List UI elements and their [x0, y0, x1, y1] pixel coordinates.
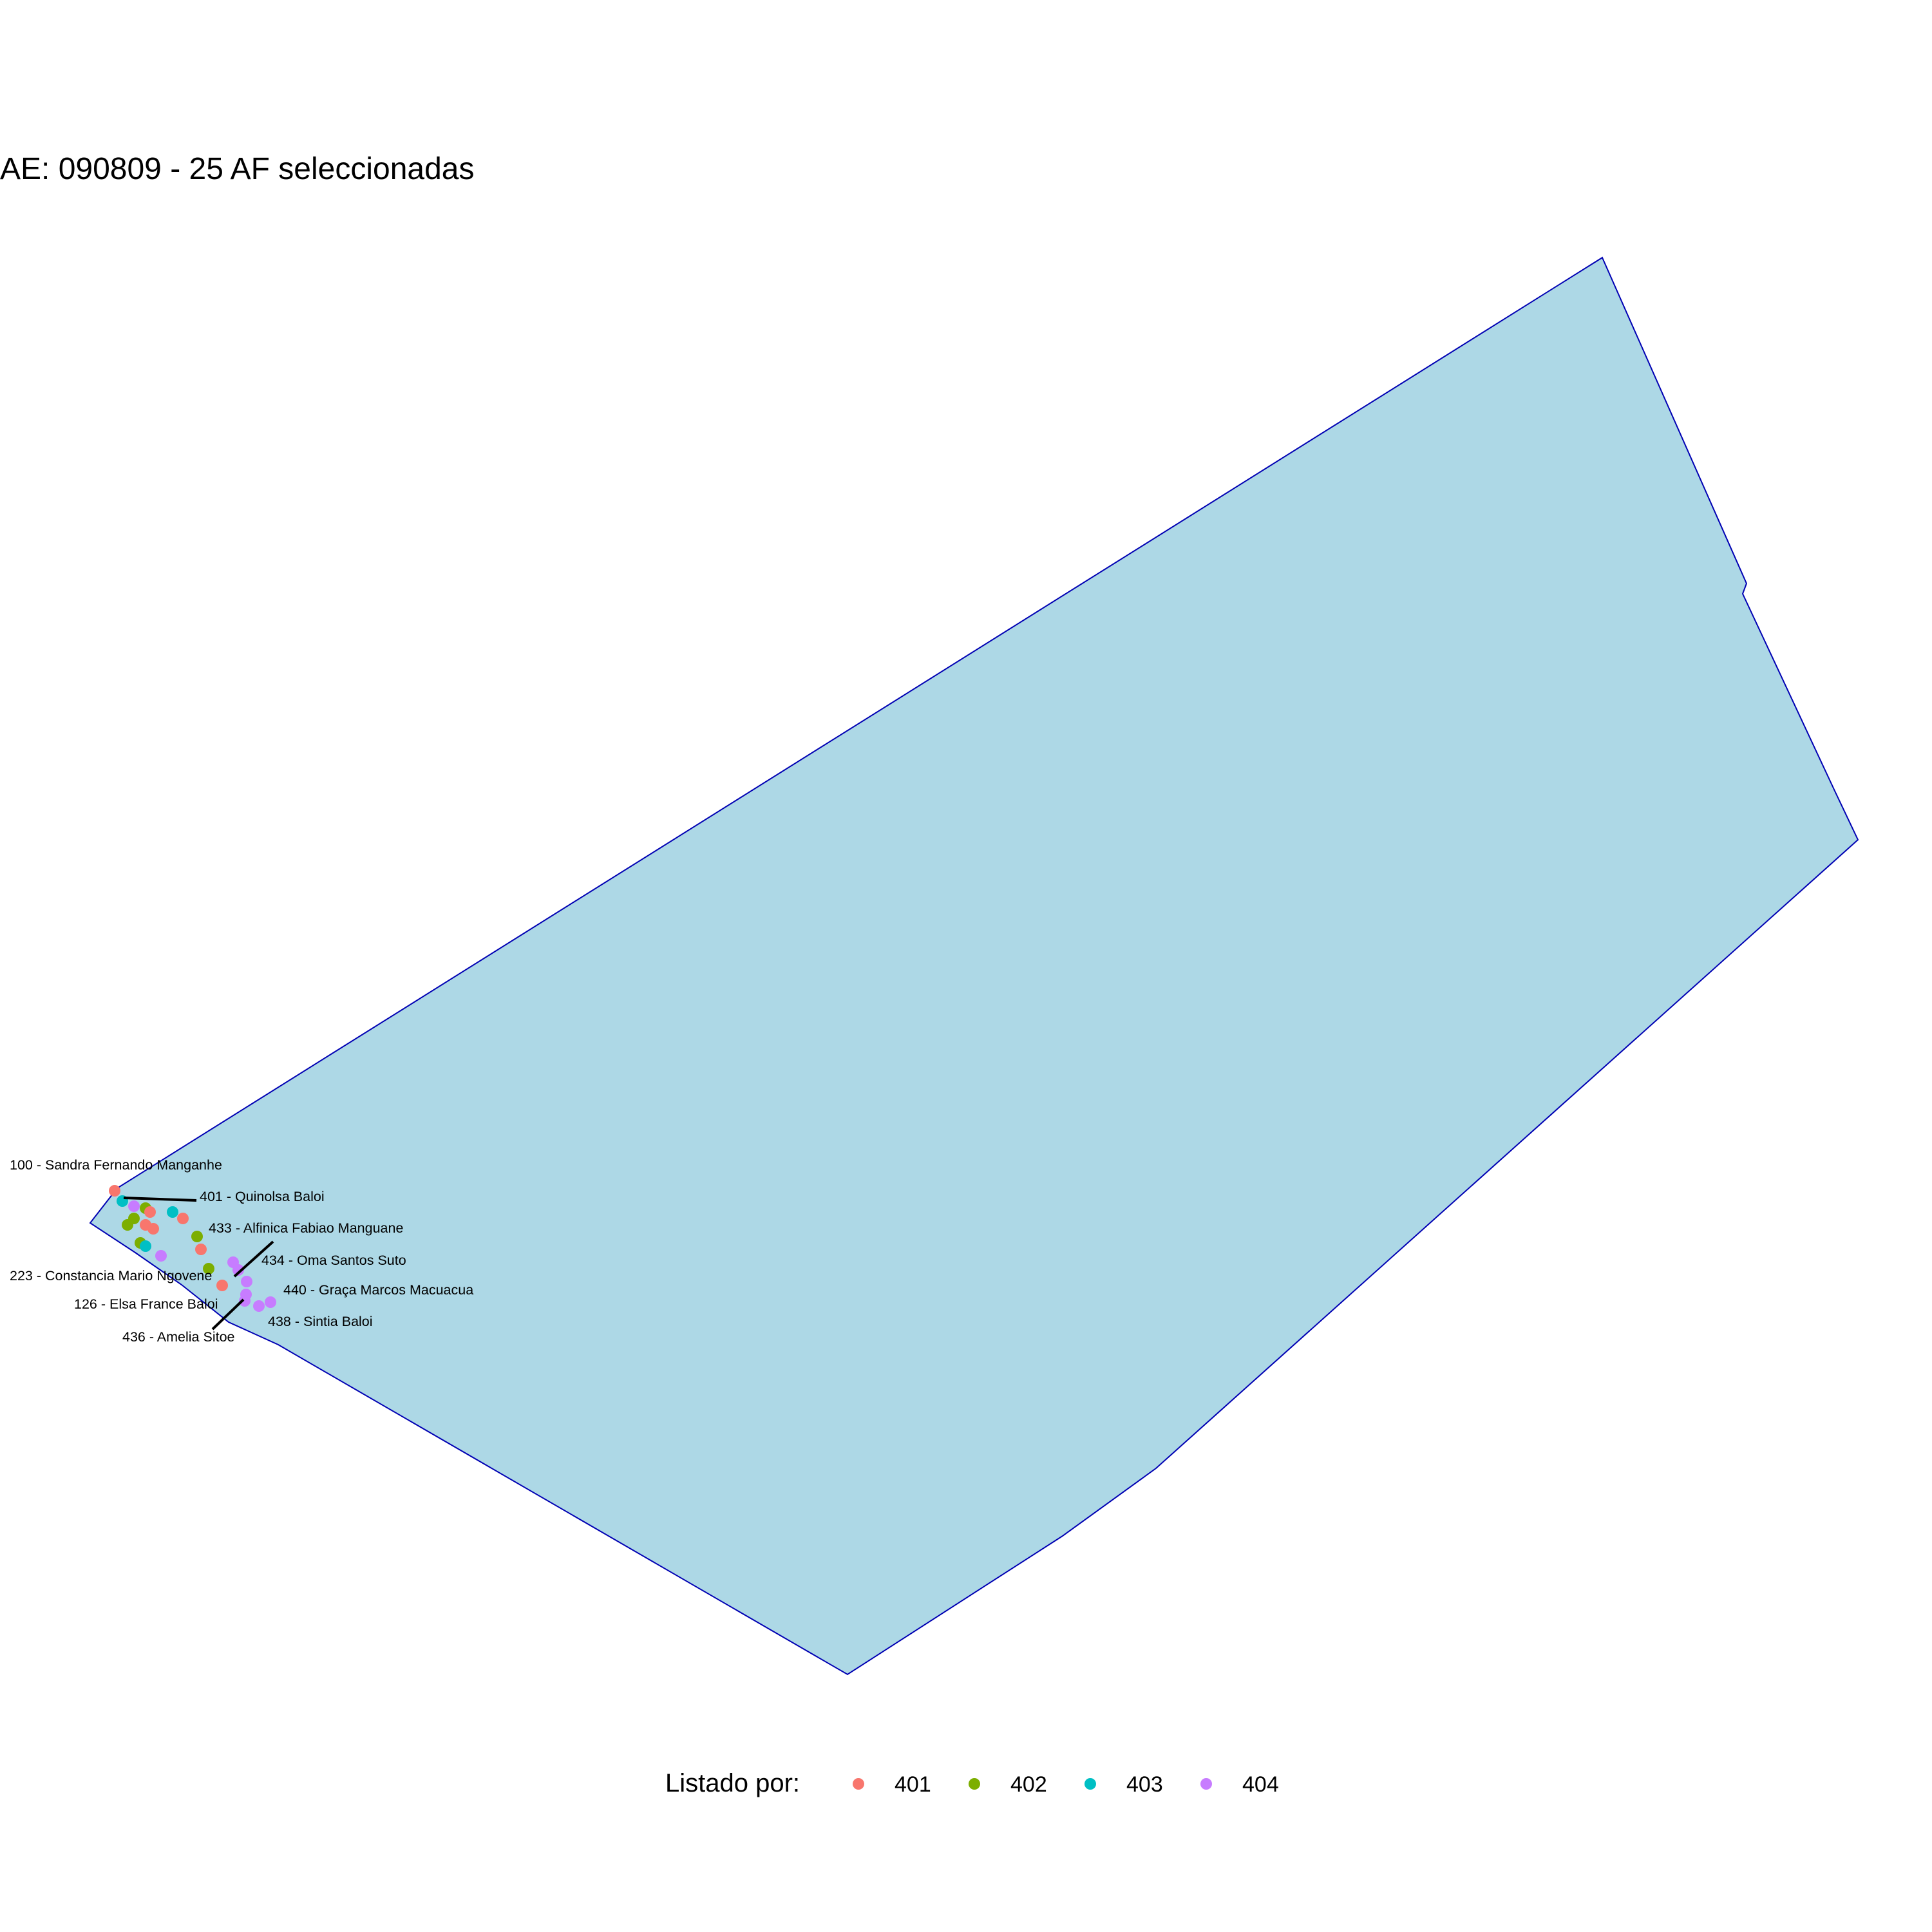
household-point [232, 1264, 244, 1276]
household-point [191, 1231, 203, 1242]
legend: Listado por: 401 402 403 404 [665, 1769, 1279, 1797]
household-point [241, 1276, 252, 1287]
leader-line [233, 1240, 274, 1278]
household-label: 436 - Amelia Sitoe [122, 1329, 235, 1345]
household-point [128, 1200, 140, 1212]
legend-label-402: 402 [1010, 1772, 1047, 1797]
household-label: 100 - Sandra Fernando Manganhe [10, 1157, 222, 1173]
household-point [253, 1300, 265, 1312]
legend-key-401 [853, 1778, 864, 1790]
household-point [144, 1206, 156, 1218]
legend-key-402 [969, 1778, 980, 1790]
household-point [147, 1223, 159, 1235]
legend-label-404: 404 [1242, 1772, 1279, 1797]
legend-title: Listado por: [665, 1769, 800, 1797]
household-labels: 100 - Sandra Fernando Manganhe 401 - Qui… [10, 1157, 473, 1345]
household-point [122, 1219, 133, 1231]
household-label: 126 - Elsa France Baloi [74, 1296, 218, 1312]
enumeration-area-polygon [89, 256, 1859, 1676]
household-label: 434 - Oma Santos Suto [261, 1253, 406, 1268]
household-point [177, 1213, 189, 1224]
leader-line [123, 1197, 197, 1202]
household-point [216, 1280, 228, 1291]
household-point [203, 1263, 214, 1274]
household-point [140, 1240, 151, 1252]
legend-label-403: 403 [1126, 1772, 1163, 1797]
household-point [265, 1296, 276, 1308]
household-label: 433 - Alfinica Fabiao Manguane [209, 1220, 403, 1236]
legend-label-401: 401 [895, 1772, 931, 1797]
household-point [195, 1244, 207, 1255]
label-leader-lines [123, 1197, 274, 1331]
household-label: 401 - Quinolsa Baloi [200, 1189, 325, 1204]
household-point [239, 1295, 251, 1307]
legend-key-404 [1200, 1778, 1212, 1790]
household-point [109, 1185, 120, 1197]
household-points [109, 1185, 276, 1312]
household-label: 223 - Constancia Mario Ngovene [10, 1268, 212, 1283]
household-label: 438 - Sintia Baloi [268, 1314, 373, 1329]
map-title: AE: 090809 - 25 AF seleccionadas [0, 152, 474, 186]
household-label: 440 - Graça Marcos Macuacua [283, 1282, 473, 1298]
leader-line [211, 1298, 245, 1331]
household-point [155, 1250, 167, 1262]
household-point [167, 1206, 178, 1218]
legend-key-403 [1084, 1778, 1096, 1790]
